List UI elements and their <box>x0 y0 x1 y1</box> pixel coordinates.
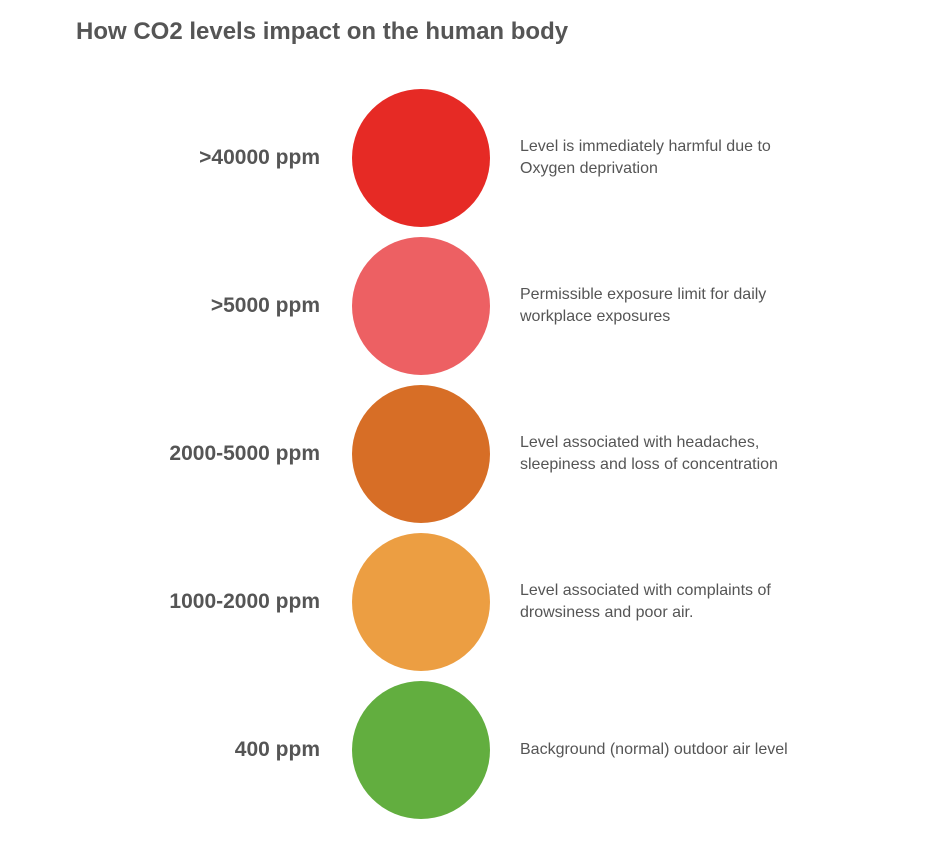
level-description: Level is immediately harmful due to Oxyg… <box>496 136 806 179</box>
level-label: >40000 ppm <box>36 146 346 170</box>
page-title: How CO2 levels impact on the human body <box>76 18 912 46</box>
level-description: Background (normal) outdoor air level <box>496 739 806 761</box>
level-rows: >40000 ppm Level is immediately harmful … <box>36 84 912 824</box>
infographic-container: How CO2 levels impact on the human body … <box>0 0 948 842</box>
severity-circle-icon <box>352 385 490 523</box>
circle-wrap <box>346 237 496 375</box>
level-label: 1000-2000 ppm <box>36 590 346 614</box>
level-row: >40000 ppm Level is immediately harmful … <box>36 84 912 232</box>
level-description: Permissible exposure limit for daily wor… <box>496 284 806 327</box>
circle-wrap <box>346 681 496 819</box>
level-row: 400 ppm Background (normal) outdoor air … <box>36 676 912 824</box>
circle-wrap <box>346 533 496 671</box>
level-label: 2000-5000 ppm <box>36 442 346 466</box>
severity-circle-icon <box>352 533 490 671</box>
severity-circle-icon <box>352 681 490 819</box>
level-description: Level associated with headaches, sleepin… <box>496 432 806 475</box>
level-label: 400 ppm <box>36 738 346 762</box>
severity-circle-icon <box>352 89 490 227</box>
level-label: >5000 ppm <box>36 294 346 318</box>
level-row: 2000-5000 ppm Level associated with head… <box>36 380 912 528</box>
severity-circle-icon <box>352 237 490 375</box>
circle-wrap <box>346 385 496 523</box>
level-description: Level associated with complaints of drow… <box>496 580 806 623</box>
circle-wrap <box>346 89 496 227</box>
level-row: >5000 ppm Permissible exposure limit for… <box>36 232 912 380</box>
level-row: 1000-2000 ppm Level associated with comp… <box>36 528 912 676</box>
